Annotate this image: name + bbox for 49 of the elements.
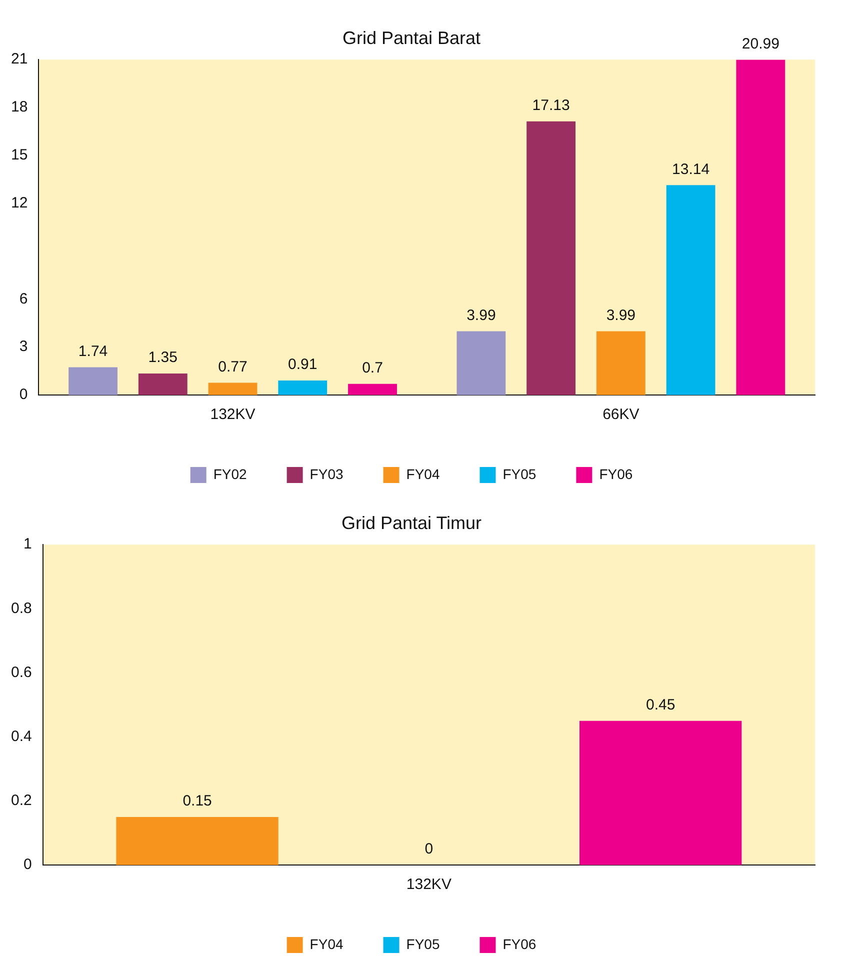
legend-label: FY06 xyxy=(502,936,536,952)
legend-label: FY05 xyxy=(502,466,536,482)
bar xyxy=(736,60,786,395)
y-tick-label: 21 xyxy=(10,50,28,68)
y-tick-label: 0.6 xyxy=(10,664,32,681)
x-tick-label: 132KV xyxy=(406,876,452,894)
data-label: 0 xyxy=(424,840,434,858)
bar xyxy=(68,367,118,395)
x-tick-label: 132KV xyxy=(210,406,256,424)
data-label: 3.99 xyxy=(466,306,496,324)
legend-label: FY03 xyxy=(310,466,344,482)
legend-label: FY04 xyxy=(310,936,344,952)
bar xyxy=(208,382,258,395)
bar xyxy=(666,185,716,395)
bar xyxy=(596,331,646,395)
y-tick-label: 0 xyxy=(24,856,32,874)
y-tick-label: 0.8 xyxy=(10,600,32,617)
y-tick-label: 12 xyxy=(10,194,28,212)
data-label: 1.35 xyxy=(148,349,178,366)
data-label: 0.7 xyxy=(362,359,383,376)
data-label: 3.99 xyxy=(606,306,636,324)
data-label: 0.77 xyxy=(218,358,248,376)
y-tick-label: 1 xyxy=(24,536,32,553)
bar xyxy=(278,380,328,395)
data-label: 1.74 xyxy=(78,342,108,360)
chart-title: Grid Pantai Barat xyxy=(342,28,481,48)
y-tick-label: 0.4 xyxy=(10,728,32,745)
data-label: 0.91 xyxy=(288,356,318,374)
data-label: 0.15 xyxy=(182,792,212,810)
legend-label: FY02 xyxy=(213,466,248,482)
chart-title: Grid Pantai Timur xyxy=(341,512,482,533)
bar xyxy=(138,373,188,395)
bar xyxy=(526,121,576,395)
legend-label: FY06 xyxy=(599,466,633,482)
data-label: 0.45 xyxy=(646,696,676,714)
legend-label: FY05 xyxy=(406,936,440,952)
x-tick-label: 66KV xyxy=(602,406,640,424)
y-tick-label: 18 xyxy=(10,98,28,116)
y-tick-label: 3 xyxy=(19,338,28,356)
y-tick-label: 6 xyxy=(19,290,28,308)
bar xyxy=(456,331,506,395)
y-tick-label: 15 xyxy=(10,146,28,164)
bar xyxy=(348,384,397,395)
data-label: 13.14 xyxy=(672,160,710,178)
legend-label: FY04 xyxy=(406,466,440,482)
data-label: 20.99 xyxy=(742,35,780,52)
data-label: 17.13 xyxy=(532,97,570,114)
y-tick-label: 0 xyxy=(19,386,28,404)
y-tick-label: 0.2 xyxy=(10,792,32,810)
